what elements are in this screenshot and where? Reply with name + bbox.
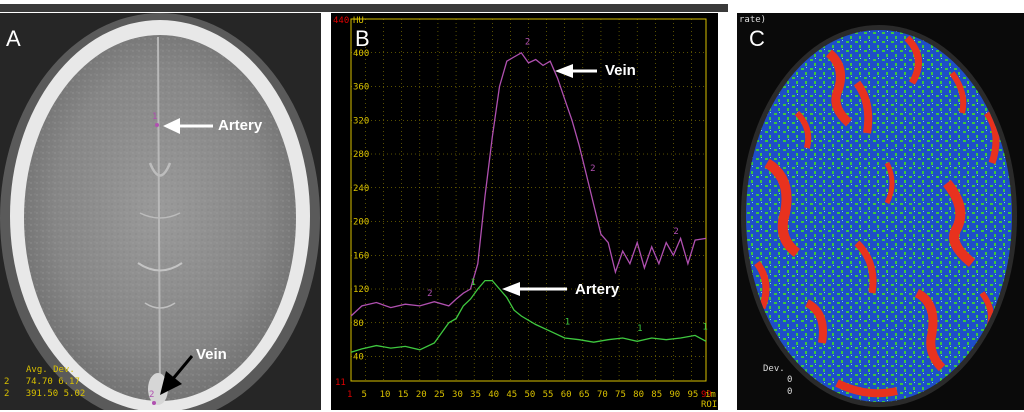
series-1-point-label: 1 [637,324,642,334]
panel-a-label: A [6,26,21,51]
panel-b-label: B [355,26,370,51]
roi-2-marker-dot [152,401,156,405]
y-tick-label: 280 [353,150,369,160]
y-tick-label: 160 [353,251,369,261]
high-perfusion-regions [754,35,1000,398]
x-tick-label: 45 [506,390,517,400]
roi-2-number: 2 [149,390,154,400]
chart-point-labels: 1 1 1 1 2 2 2 2 [427,37,708,334]
sagittal-sinus [148,373,168,405]
x-tick-label: 5 [361,390,366,400]
roi-1-marker-dot [155,123,159,127]
vein-label-b: Vein [605,62,636,79]
x-tick-label: 35 [470,390,481,400]
top-divider-bar [0,4,728,12]
midline-falx [157,36,161,404]
artery-arrow-b [502,282,567,296]
artery-label-a: Artery [218,117,263,134]
x-tick-label: 70 [597,390,608,400]
series-1-point-label: 1 [565,317,570,327]
artery-arrow [163,118,213,134]
artery-label-b: Artery [575,281,620,298]
series-2-line [350,51,707,317]
series-1-point-label: 1 [471,278,476,288]
y-tick-label: 360 [353,83,369,93]
y-tick-label: 320 [353,116,369,126]
tdc-chart-panel: 40 80 120 160 200 240 280 320 360 400 5 10 15 20 25 30 3… [331,13,718,410]
vein-label-a: Vein [196,346,227,363]
chart-series [350,51,707,353]
series-2-point-label: 2 [427,289,432,299]
dev-value-2: 0 [787,387,793,397]
x-last-value: 99 [701,390,712,400]
x-tick-label: 15 [398,390,409,400]
x-tick-label: 55 [543,390,554,400]
x-tick-label: 75 [615,390,626,400]
y-tick-label: 40 [353,353,364,363]
y-tick-label: 80 [353,319,364,329]
x-first-value: 1 [347,390,352,400]
rate-label: rate) [739,15,767,25]
vein-arrow-b [555,64,597,78]
ct-image-panel: 1 2 A Artery Vein Avg. Dev. 2 74.70 6.17… [0,13,321,410]
series-1-point-label: 1 [702,323,707,333]
series-2-point-label: 2 [590,164,595,174]
y-tick-label: 240 [353,184,369,194]
x-roi-label: ROI [701,400,717,410]
y-bottom-value: 11 [335,378,346,388]
stats-row-2: 2 391.50 5.02 [4,389,86,399]
dev-value-1: 0 [787,375,793,385]
y-tick-label: 200 [353,218,369,228]
x-tick-label: 25 [434,390,445,400]
series-2-point-label: 2 [673,227,678,237]
x-tick-label: 80 [633,390,644,400]
x-tick-label: 50 [525,390,536,400]
y-tick-label: 400 [353,49,369,59]
stats-header: Avg. Dev. [26,365,75,375]
perfusion-map-panel: C rate) Dev. 0 0 [737,13,1024,410]
x-tick-label: 95 [688,390,699,400]
x-tick-label: 30 [452,390,463,400]
perfusion-map [737,13,1024,410]
series-1-line [350,279,707,353]
vein-arrow [160,355,194,395]
perfusion-brain [746,30,1012,402]
dev-label: Dev. [763,364,785,374]
x-tick-label: 10 [380,390,391,400]
y-unit-label: HU [353,16,364,26]
y-top-value: 440 [333,16,349,26]
x-tick-label: 90 [669,390,680,400]
series-2-point-label: 2 [525,37,530,47]
plot-frame [350,18,707,382]
ct-image: 1 2 [0,13,321,410]
panel-c-label: C [749,26,765,51]
x-tick-label: 65 [579,390,590,400]
y-tick-label: 120 [353,285,369,295]
x-tick-label: 40 [488,390,499,400]
roi-1-number: 1 [152,112,157,122]
x-unit-label: im [705,390,716,400]
x-tick-label: 20 [416,390,427,400]
x-tick-label: 60 [561,390,572,400]
x-tick-label: 85 [651,390,662,400]
stats-row-1: 2 74.70 6.17 [4,377,80,387]
